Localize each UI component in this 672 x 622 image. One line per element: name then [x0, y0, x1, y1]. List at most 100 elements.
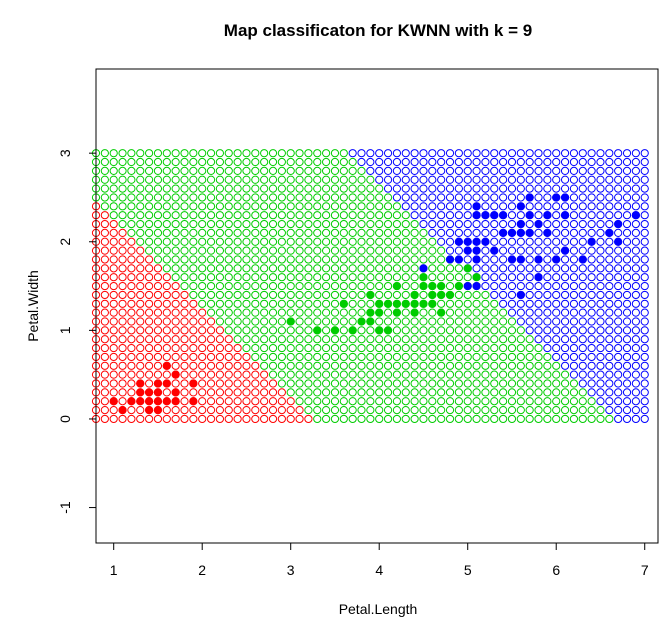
grid-cell-versicolor [357, 255, 366, 264]
grid-cell-versicolor [286, 202, 295, 211]
grid-cell-virginica [569, 255, 579, 264]
grid-cell-versicolor [322, 281, 331, 291]
grid-cell-versicolor [304, 255, 313, 264]
grid-cell-versicolor [445, 361, 455, 370]
grid-cell-setosa [100, 326, 109, 335]
grid-cell-virginica [525, 149, 534, 158]
grid-cell-versicolor [260, 211, 269, 220]
grid-cell-versicolor [233, 193, 242, 202]
data-point-virginica [499, 211, 508, 220]
grid-cell-versicolor [472, 414, 481, 424]
grid-cell-versicolor [348, 370, 357, 379]
grid-cell-virginica [560, 290, 570, 300]
grid-cell-setosa [260, 397, 269, 406]
grid-cell-virginica [499, 184, 508, 193]
grid-cell-versicolor [410, 361, 419, 370]
grid-cell-setosa [233, 379, 242, 388]
grid-cell-versicolor [357, 388, 366, 397]
grid-cell-versicolor [206, 157, 216, 167]
grid-cell-versicolor [481, 379, 490, 388]
data-point-virginica [534, 255, 543, 264]
grid-cell-virginica [419, 175, 428, 184]
grid-cell-versicolor [295, 308, 304, 317]
grid-cell-versicolor [286, 175, 295, 184]
grid-cell-versicolor [277, 228, 286, 238]
grid-cell-setosa [127, 406, 136, 415]
grid-cell-virginica [534, 202, 543, 211]
grid-cell-setosa [118, 281, 127, 291]
grid-cell-versicolor [383, 202, 393, 211]
grid-cell-virginica [622, 175, 632, 184]
grid-cell-versicolor [410, 219, 419, 229]
grid-cell-versicolor [348, 193, 357, 202]
grid-cell-virginica [578, 343, 587, 353]
grid-cell-versicolor [171, 211, 180, 220]
grid-cell-versicolor [587, 414, 596, 424]
data-point-virginica [472, 246, 481, 255]
grid-cell-versicolor [224, 166, 233, 175]
grid-cell-virginica [499, 237, 508, 246]
data-point-virginica [463, 246, 472, 255]
grid-cell-versicolor [109, 211, 118, 220]
grid-cell-versicolor [313, 308, 322, 317]
y-tick-label: 0 [57, 415, 73, 423]
data-point-setosa [153, 406, 163, 415]
grid-cell-versicolor [339, 149, 348, 158]
data-point-setosa [171, 370, 180, 379]
grid-cell-versicolor [224, 149, 233, 158]
grid-cell-virginica [631, 157, 640, 167]
grid-cell-setosa [286, 414, 295, 424]
grid-cell-virginica [614, 166, 623, 175]
grid-cell-setosa [127, 361, 136, 370]
grid-cell-setosa [109, 379, 118, 388]
grid-cell-versicolor [392, 264, 402, 273]
grid-cell-virginica [640, 379, 649, 388]
data-point-setosa [153, 397, 163, 406]
grid-cell-versicolor [295, 264, 304, 273]
grid-cell-virginica [410, 211, 419, 220]
grid-cell-virginica [516, 317, 525, 326]
grid-cell-versicolor [428, 237, 437, 246]
grid-cell-versicolor [251, 193, 260, 202]
grid-cell-setosa [242, 388, 251, 397]
grid-cell-setosa [189, 370, 198, 379]
grid-cell-virginica [631, 175, 640, 184]
grid-cell-versicolor [136, 228, 145, 238]
grid-cell-versicolor [277, 255, 286, 264]
grid-cell-versicolor [392, 202, 402, 211]
grid-cell-virginica [534, 281, 543, 291]
grid-cell-virginica [578, 299, 587, 308]
grid-cell-setosa [136, 414, 145, 424]
grid-cell-versicolor [348, 202, 357, 211]
data-point-virginica [578, 255, 587, 264]
grid-cell-setosa [198, 388, 207, 397]
grid-cell-versicolor [224, 219, 233, 229]
grid-cell-versicolor [392, 379, 402, 388]
grid-cell-virginica [587, 202, 596, 211]
grid-cell-versicolor [375, 406, 384, 415]
grid-cell-virginica [445, 237, 455, 246]
grid-cell-versicolor [383, 246, 393, 255]
grid-cell-setosa [206, 406, 216, 415]
grid-cell-versicolor [215, 149, 225, 158]
grid-cell-versicolor [516, 361, 525, 370]
grid-cell-setosa [162, 406, 171, 415]
grid-cell-versicolor [472, 308, 481, 317]
grid-cell-versicolor [437, 352, 446, 362]
grid-cell-versicolor [304, 273, 313, 282]
grid-cell-versicolor [295, 290, 304, 300]
grid-cell-versicolor [472, 299, 481, 308]
grid-cell-versicolor [472, 352, 481, 362]
grid-cell-virginica [525, 166, 534, 175]
grid-cell-versicolor [189, 166, 198, 175]
grid-cell-virginica [614, 379, 623, 388]
grid-cell-versicolor [322, 361, 331, 370]
grid-cell-versicolor [419, 397, 428, 406]
grid-cell-versicolor [153, 237, 163, 246]
grid-cell-versicolor [437, 299, 446, 308]
grid-cell-virginica [596, 264, 605, 273]
grid-cell-versicolor [233, 273, 242, 282]
grid-cell-versicolor [215, 255, 225, 264]
grid-cell-setosa [171, 281, 180, 291]
grid-cell-setosa [180, 317, 189, 326]
